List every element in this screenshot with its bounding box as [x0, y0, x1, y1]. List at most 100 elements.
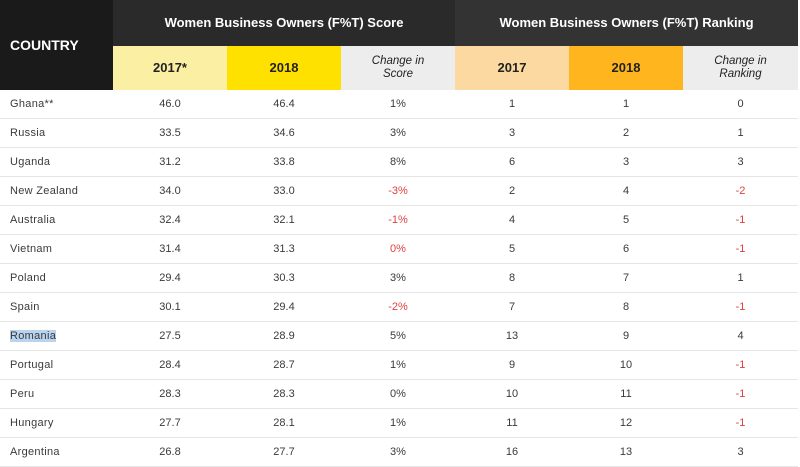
score-2017-cell: 46.0	[113, 90, 227, 119]
country-cell: Uganda	[0, 147, 113, 177]
change-in-ranking-cell: 1	[683, 118, 799, 148]
rank-2017-cell: 2	[455, 176, 569, 206]
table-row: Spain 30.1 29.4 -2% 7 8 -1	[0, 292, 799, 322]
country-name: Poland	[10, 272, 47, 284]
table-row: Russia 33.5 34.6 3% 3 2 1	[0, 118, 799, 148]
country-name: Spain	[10, 301, 40, 313]
country-name: Vietnam	[10, 243, 53, 255]
change-in-ranking-line1: Change in	[714, 54, 767, 67]
score-2017-cell: 34.0	[113, 176, 227, 206]
change-in-ranking-header: Change in Ranking	[683, 45, 799, 90]
change-in-ranking-cell: -1	[683, 350, 799, 380]
country-cell: Peru	[0, 379, 113, 409]
score-2018-cell: 28.7	[227, 350, 341, 380]
country-cell: Portugal	[0, 350, 113, 380]
score-2018-cell: 46.4	[227, 90, 341, 119]
table-row: Ghana** 46.0 46.4 1% 1 1 0	[0, 90, 799, 119]
rank-2017-cell: 7	[455, 292, 569, 322]
change-in-ranking-cell: -1	[683, 408, 799, 438]
rank-2018-cell: 4	[569, 176, 683, 206]
rank-2018-header: 2018	[569, 45, 683, 90]
score-2017-cell: 29.4	[113, 263, 227, 293]
country-cell: Poland	[0, 263, 113, 293]
change-in-score-cell: 3%	[341, 263, 455, 293]
rank-2017-cell: 9	[455, 350, 569, 380]
country-name: Romania	[10, 330, 57, 342]
change-in-score-cell: 8%	[341, 147, 455, 177]
rank-2018-cell: 5	[569, 205, 683, 235]
ranking-group-header: Women Business Owners (F%T) Ranking	[455, 0, 799, 46]
table-body: Ghana** 46.0 46.4 1% 1 1 0 Russia 33.5 34.6 3% 3 2 1 U…	[0, 90, 799, 467]
score-2018-cell: 28.3	[227, 379, 341, 409]
table-row: Poland 29.4 30.3 3% 8 7 1	[0, 263, 799, 293]
country-name: Russia	[10, 127, 46, 139]
rank-2017-cell: 5	[455, 234, 569, 264]
score-2018-cell: 31.3	[227, 234, 341, 264]
score-2018-cell: 32.1	[227, 205, 341, 235]
change-in-ranking-cell: 0	[683, 90, 799, 119]
rank-2018-cell: 9	[569, 321, 683, 351]
score-2017-cell: 33.5	[113, 118, 227, 148]
score-2018-cell: 33.8	[227, 147, 341, 177]
change-in-ranking-cell: 1	[683, 263, 799, 293]
country-name: Uganda	[10, 156, 51, 168]
score-2017-cell: 31.4	[113, 234, 227, 264]
score-2017-cell: 27.7	[113, 408, 227, 438]
change-in-score-cell: 0%	[341, 379, 455, 409]
change-in-score-cell: 1%	[341, 408, 455, 438]
country-column-header: COUNTRY	[0, 0, 113, 90]
country-cell: Spain	[0, 292, 113, 322]
country-name: Ghana**	[10, 98, 54, 110]
table-row: Portugal 28.4 28.7 1% 9 10 -1	[0, 350, 799, 380]
change-in-ranking-cell: 3	[683, 437, 799, 467]
change-in-ranking-cell: -1	[683, 234, 799, 264]
change-in-score-cell: 1%	[341, 90, 455, 119]
country-name: Peru	[10, 388, 35, 400]
rank-2017-cell: 6	[455, 147, 569, 177]
change-in-score-line1: Change in	[371, 54, 425, 67]
score-2018-cell: 28.1	[227, 408, 341, 438]
score-group-header: Women Business Owners (F%T) Score	[113, 0, 455, 46]
table-row: Australia 32.4 32.1 -1% 4 5 -1	[0, 205, 799, 235]
country-cell: New Zealand	[0, 176, 113, 206]
rank-2018-cell: 1	[569, 90, 683, 119]
table-row: Romania 27.5 28.9 5% 13 9 4	[0, 321, 799, 351]
country-cell: Russia	[0, 118, 113, 148]
change-in-score-cell: 3%	[341, 437, 455, 467]
country-cell: Vietnam	[0, 234, 113, 264]
change-in-ranking-cell: -1	[683, 205, 799, 235]
score-2017-cell: 31.2	[113, 147, 227, 177]
country-cell: Ghana**	[0, 90, 113, 119]
rank-2018-cell: 10	[569, 350, 683, 380]
change-in-ranking-line2: Ranking	[719, 67, 762, 80]
table-row: Hungary 27.7 28.1 1% 11 12 -1	[0, 408, 799, 438]
score-2017-header: 2017*	[113, 45, 227, 90]
change-in-ranking-cell: -1	[683, 379, 799, 409]
country-name: Hungary	[10, 417, 54, 429]
change-in-score-cell: -1%	[341, 205, 455, 235]
country-cell: Hungary	[0, 408, 113, 438]
rank-2017-cell: 3	[455, 118, 569, 148]
change-in-score-header: Change in Score	[341, 45, 455, 90]
country-name: Argentina	[10, 446, 60, 458]
change-in-score-cell: -3%	[341, 176, 455, 206]
change-in-score-cell: 3%	[341, 118, 455, 148]
country-name: Australia	[10, 214, 56, 226]
change-in-ranking-cell: -1	[683, 292, 799, 322]
table-row: New Zealand 34.0 33.0 -3% 2 4 -2	[0, 176, 799, 206]
rank-2018-cell: 12	[569, 408, 683, 438]
change-in-score-cell: 0%	[341, 234, 455, 264]
rank-2017-cell: 4	[455, 205, 569, 235]
score-2017-cell: 30.1	[113, 292, 227, 322]
change-in-ranking-cell: 4	[683, 321, 799, 351]
rank-2017-header: 2017	[455, 45, 569, 90]
score-2018-cell: 27.7	[227, 437, 341, 467]
score-2017-cell: 27.5	[113, 321, 227, 351]
change-in-ranking-cell: 3	[683, 147, 799, 177]
rank-2018-cell: 7	[569, 263, 683, 293]
table-row: Peru 28.3 28.3 0% 10 11 -1	[0, 379, 799, 409]
country-name: New Zealand	[10, 185, 79, 197]
score-2017-cell: 28.4	[113, 350, 227, 380]
